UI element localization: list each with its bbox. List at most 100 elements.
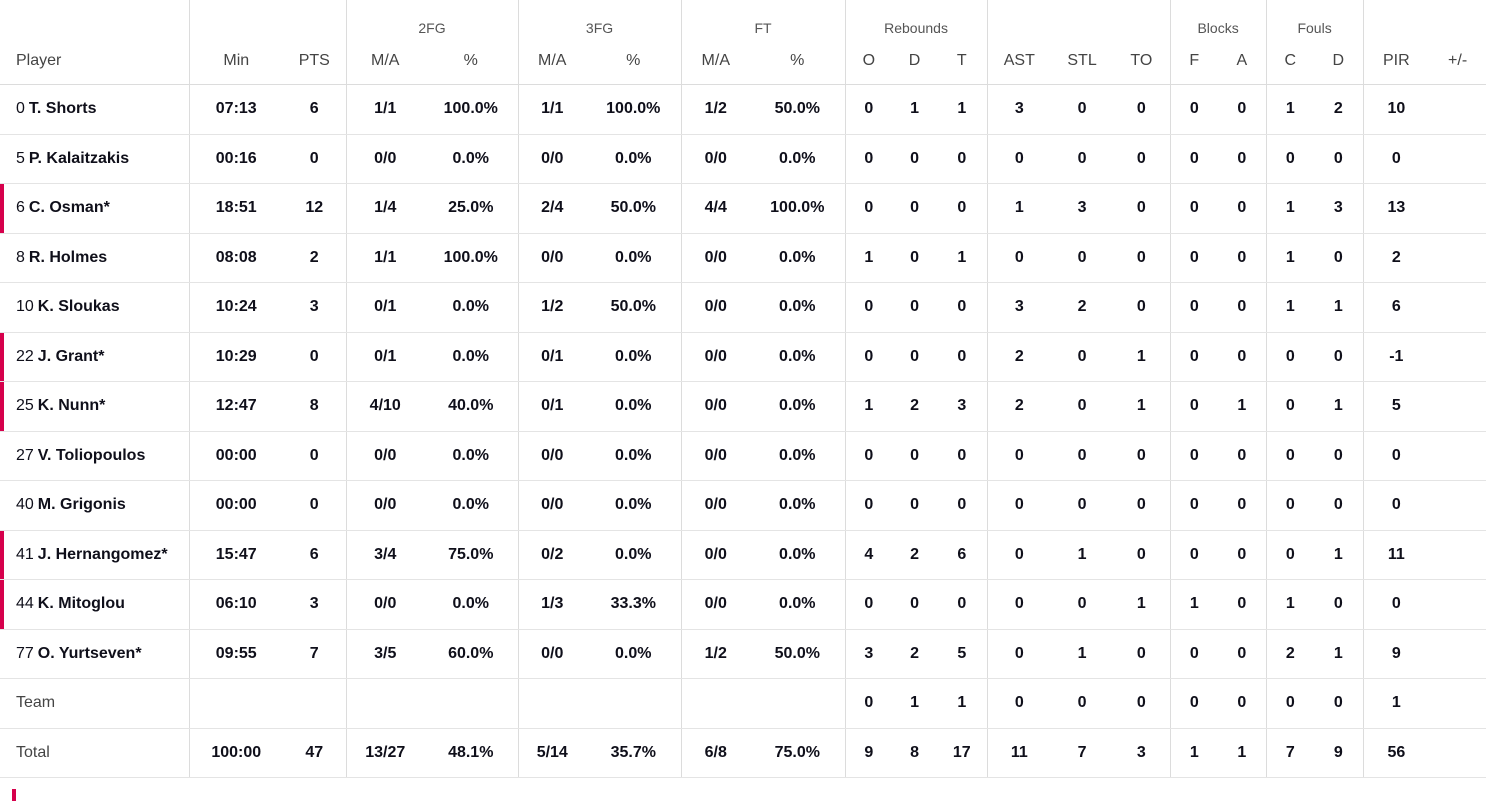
player-name[interactable]: K. Sloukas bbox=[37, 298, 120, 316]
stat-foul-c: 2 bbox=[1265, 629, 1315, 679]
player-number: 8 bbox=[16, 248, 25, 266]
header-2fg-ma[interactable]: M/A bbox=[345, 38, 424, 85]
stat-reb-o: 0 bbox=[844, 480, 893, 531]
player-name-cell[interactable]: 77 O. Yurtseven* bbox=[0, 629, 189, 679]
stat-2fg-pct: 100.0% bbox=[424, 84, 519, 135]
header-foul-d[interactable]: D bbox=[1314, 38, 1364, 85]
stat-to: 0 bbox=[1113, 134, 1171, 184]
stat-3fg-pct: 0.0% bbox=[586, 480, 682, 531]
player-name[interactable]: J. Hernangomez* bbox=[37, 545, 168, 563]
stat-reb-t: 0 bbox=[937, 480, 988, 531]
stat-3fg-pct bbox=[586, 678, 682, 729]
header-blk-f[interactable]: F bbox=[1169, 38, 1219, 85]
player-name[interactable]: O. Yurtseven* bbox=[37, 644, 142, 662]
team-label: Team bbox=[0, 678, 189, 729]
stat-min: 08:08 bbox=[188, 233, 283, 283]
header-pts[interactable]: PTS bbox=[283, 38, 346, 85]
stat-plus-minus bbox=[1429, 282, 1486, 333]
stat-stl: 2 bbox=[1051, 282, 1114, 333]
stat-ast: 0 bbox=[986, 431, 1052, 481]
stat-blk-f: 0 bbox=[1169, 381, 1219, 432]
stat-ft-ma: 0/0 bbox=[680, 332, 751, 382]
player-name-cell[interactable]: 8 R. Holmes bbox=[0, 233, 189, 283]
player-name-cell[interactable]: 40 M. Grigonis bbox=[0, 480, 189, 531]
stat-to: 0 bbox=[1113, 678, 1171, 729]
stat-3fg-ma: 0/0 bbox=[517, 431, 587, 481]
stat-2fg-ma: 0/0 bbox=[345, 134, 424, 184]
player-name[interactable]: C. Osman* bbox=[28, 199, 110, 217]
player-name-cell[interactable]: 41 J. Hernangomez* bbox=[0, 530, 189, 580]
stat-2fg-pct: 48.1% bbox=[424, 728, 519, 778]
player-name-cell[interactable]: 25 K. Nunn* bbox=[0, 381, 189, 432]
stat-pts: 3 bbox=[283, 282, 346, 333]
stat-3fg-pct: 0.0% bbox=[586, 431, 682, 481]
stat-pts: 6 bbox=[283, 530, 346, 580]
header-pir[interactable]: PIR bbox=[1362, 38, 1430, 85]
stat-reb-t: 5 bbox=[937, 629, 988, 679]
header-reb-o[interactable]: O bbox=[844, 38, 893, 85]
player-name[interactable]: T. Shorts bbox=[28, 100, 97, 118]
stat-pts bbox=[283, 678, 346, 729]
player-name-cell[interactable]: 10 K. Sloukas bbox=[0, 282, 189, 333]
header-plus-minus[interactable]: +/- bbox=[1429, 38, 1486, 85]
player-name-cell[interactable]: 44 K. Mitoglou bbox=[0, 579, 189, 630]
player-name-cell[interactable]: 0 T. Shorts bbox=[0, 84, 189, 135]
header-3fg-ma[interactable]: M/A bbox=[517, 38, 587, 85]
stat-blk-f: 0 bbox=[1169, 629, 1219, 679]
player-name[interactable]: K. Mitoglou bbox=[37, 595, 125, 613]
stat-min: 10:24 bbox=[188, 282, 283, 333]
player-name[interactable]: P. Kalaitzakis bbox=[28, 149, 130, 167]
header-ft-pct[interactable]: % bbox=[750, 38, 846, 85]
player-name[interactable]: R. Holmes bbox=[28, 248, 108, 266]
header-blk-a[interactable]: A bbox=[1218, 38, 1267, 85]
stat-blk-f: 0 bbox=[1169, 282, 1219, 333]
group-rebounds: Rebounds bbox=[844, 0, 988, 38]
stat-reb-t: 0 bbox=[937, 431, 988, 481]
stat-min: 15:47 bbox=[188, 530, 283, 580]
stat-reb-d: 0 bbox=[892, 480, 938, 531]
stat-2fg-ma: 3/5 bbox=[345, 629, 424, 679]
stat-ast: 3 bbox=[986, 84, 1052, 135]
player-name[interactable]: M. Grigonis bbox=[37, 496, 126, 514]
player-name-cell[interactable]: 6 C. Osman* bbox=[0, 183, 189, 234]
stat-min: 07:13 bbox=[188, 84, 283, 135]
header-ft-ma[interactable]: M/A bbox=[680, 38, 751, 85]
stat-reb-d: 0 bbox=[892, 332, 938, 382]
stat-stl: 0 bbox=[1051, 579, 1114, 630]
stat-foul-d: 0 bbox=[1314, 233, 1364, 283]
header-2fg-pct[interactable]: % bbox=[424, 38, 519, 85]
stat-plus-minus bbox=[1429, 381, 1486, 432]
player-row: 5 P. Kalaitzakis 00:16 0 0/0 0.0% 0/0 0.0% 0/0 0.… bbox=[0, 134, 1486, 184]
header-to[interactable]: TO bbox=[1113, 38, 1171, 85]
stat-2fg-pct: 40.0% bbox=[424, 381, 519, 432]
header-player[interactable]: Player bbox=[0, 38, 189, 85]
stat-blk-f: 0 bbox=[1169, 678, 1219, 729]
stat-2fg-pct: 0.0% bbox=[424, 480, 519, 531]
player-name-cell[interactable]: 22 J. Grant* bbox=[0, 332, 189, 382]
stat-3fg-pct: 33.3% bbox=[586, 579, 682, 630]
player-name[interactable]: K. Nunn* bbox=[37, 397, 106, 415]
header-3fg-pct[interactable]: % bbox=[586, 38, 682, 85]
stat-2fg-ma: 13/27 bbox=[345, 728, 424, 778]
stat-foul-d: 1 bbox=[1314, 381, 1364, 432]
player-number: 6 bbox=[16, 199, 25, 217]
header-stl[interactable]: STL bbox=[1051, 38, 1114, 85]
player-name-cell[interactable]: 27 V. Toliopoulos bbox=[0, 431, 189, 481]
stat-foul-d: 2 bbox=[1314, 84, 1364, 135]
player-name[interactable]: V. Toliopoulos bbox=[37, 446, 146, 464]
stat-3fg-ma bbox=[517, 678, 587, 729]
boxscore-table: 2FG 3FG FT Rebounds Blocks Fouls Player M… bbox=[0, 0, 1486, 778]
player-row: 0 T. Shorts 07:13 6 1/1 100.0% 1/1 100.0% 1/2 50.… bbox=[0, 84, 1486, 135]
stat-pir: 56 bbox=[1362, 728, 1430, 778]
stat-ft-pct: 75.0% bbox=[750, 728, 846, 778]
header-reb-d[interactable]: D bbox=[892, 38, 938, 85]
player-name[interactable]: J. Grant* bbox=[37, 347, 105, 365]
stat-reb-d: 1 bbox=[892, 678, 938, 729]
header-min[interactable]: Min bbox=[188, 38, 283, 85]
stat-plus-minus bbox=[1429, 183, 1486, 234]
header-reb-t[interactable]: T bbox=[937, 38, 988, 85]
stat-3fg-pct: 0.0% bbox=[586, 629, 682, 679]
header-foul-c[interactable]: C bbox=[1265, 38, 1315, 85]
header-ast[interactable]: AST bbox=[986, 38, 1052, 85]
player-name-cell[interactable]: 5 P. Kalaitzakis bbox=[0, 134, 189, 184]
